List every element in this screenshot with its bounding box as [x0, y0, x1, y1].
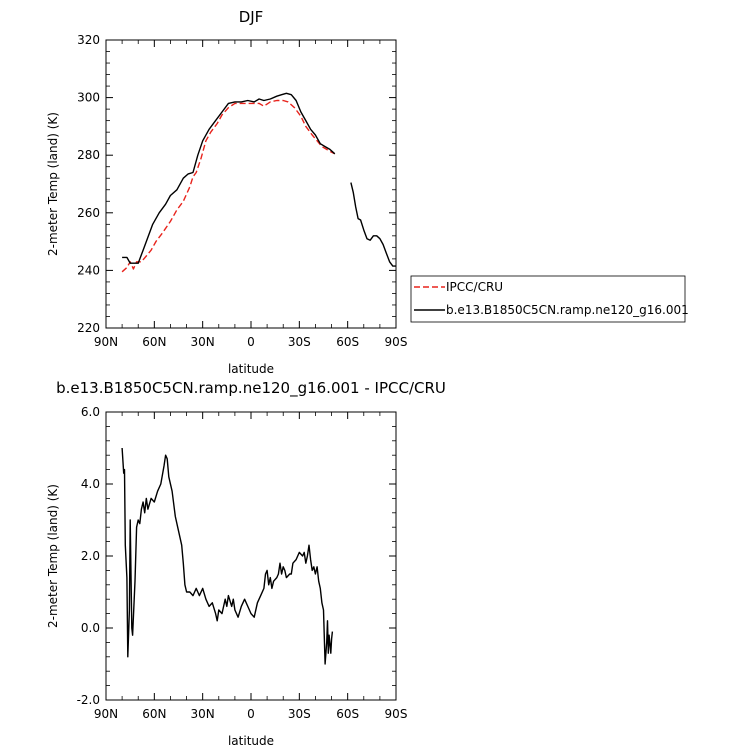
- top-panel: DJF 90N 60N 30N 0 30S 60S 90S 220 240 260 280 300 3…: [46, 8, 689, 376]
- y-tick-label: 6.0: [81, 405, 100, 419]
- y-tick-label: 220: [77, 321, 100, 335]
- x-tick-label: 90S: [385, 335, 408, 349]
- y-tick-label: 0.0: [81, 621, 100, 635]
- y-tick-label: -2.0: [77, 693, 100, 707]
- bottom-series-lines: [121, 447, 334, 665]
- y-tick-label: 320: [77, 33, 100, 47]
- series-line-model: [122, 92, 336, 264]
- x-tick-label: 60S: [336, 335, 359, 349]
- x-tick-label: 60S: [336, 707, 359, 721]
- x-tick-label: 90N: [94, 707, 118, 721]
- bottom-y-tick-labels: -2.0 0.0 2.0 4.0 6.0: [77, 405, 100, 707]
- y-tick-label: 280: [77, 148, 100, 162]
- bottom-plot-title: b.e13.B1850C5CN.ramp.ne120_g16.001 - IPC…: [56, 379, 446, 398]
- y-tick-label: 4.0: [81, 477, 100, 491]
- legend-box: [410, 275, 686, 323]
- series-line-difference: [121, 447, 334, 665]
- top-plot-title: DJF: [239, 8, 264, 26]
- top-axis-ticks: [105, 39, 397, 329]
- bottom-x-tick-labels: 90N 60N 30N 0 30S 60S 90S: [94, 707, 408, 721]
- y-tick-label: 2.0: [81, 549, 100, 563]
- x-tick-label: 30S: [288, 707, 311, 721]
- bottom-x-axis-title: latitude: [228, 734, 274, 748]
- y-tick-label: 260: [77, 206, 100, 220]
- bottom-panel: b.e13.B1850C5CN.ramp.ne120_g16.001 - IPC…: [46, 379, 446, 748]
- top-y-tick-labels: 220 240 260 280 300 320: [77, 33, 100, 335]
- legend-label-ipcc-cru: IPCC/CRU: [446, 280, 503, 294]
- bottom-axis-ticks: [105, 411, 397, 701]
- x-tick-label: 60N: [142, 335, 166, 349]
- y-tick-label: 300: [77, 91, 100, 105]
- top-plot-frame: [105, 39, 397, 329]
- series-line-model: [350, 182, 396, 267]
- x-tick-label: 30S: [288, 335, 311, 349]
- x-tick-label: 90S: [385, 707, 408, 721]
- y-tick-label: 240: [77, 263, 100, 277]
- legend: IPCC/CRU b.e13.B1850C5CN.ramp.ne120_g16.…: [410, 275, 689, 323]
- x-tick-label: 0: [247, 335, 255, 349]
- top-series-lines: [121, 92, 396, 273]
- series-line-ipcc-cru: [121, 99, 336, 273]
- x-tick-label: 30N: [191, 707, 215, 721]
- x-tick-label: 90N: [94, 335, 118, 349]
- top-x-tick-labels: 90N 60N 30N 0 30S 60S 90S: [94, 335, 408, 349]
- top-x-axis-title: latitude: [228, 362, 274, 376]
- x-tick-label: 0: [247, 707, 255, 721]
- bottom-plot-frame: [105, 411, 397, 701]
- legend-label-model: b.e13.B1850C5CN.ramp.ne120_g16.001: [446, 303, 689, 317]
- bottom-y-axis-title: 2-meter Temp (land) (K): [46, 484, 60, 628]
- x-tick-label: 30N: [191, 335, 215, 349]
- x-tick-label: 60N: [142, 707, 166, 721]
- top-y-axis-title: 2-meter Temp (land) (K): [46, 112, 60, 256]
